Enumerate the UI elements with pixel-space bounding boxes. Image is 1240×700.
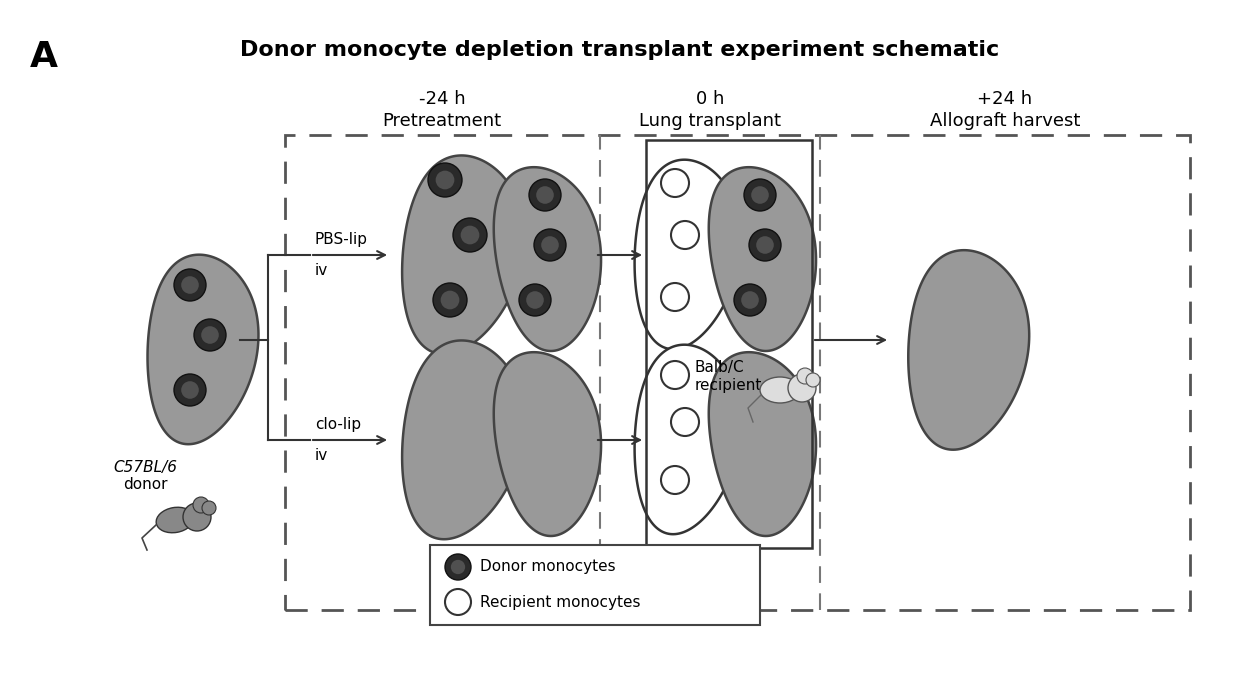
Text: recipient: recipient: [694, 378, 763, 393]
Text: Balb/C: Balb/C: [694, 360, 745, 375]
Circle shape: [661, 466, 689, 494]
Circle shape: [534, 229, 565, 261]
Polygon shape: [402, 340, 525, 539]
Circle shape: [193, 497, 210, 513]
Text: clo-lip: clo-lip: [315, 417, 361, 432]
Circle shape: [435, 171, 454, 190]
Text: A: A: [30, 40, 58, 74]
Bar: [430, 545, 760, 625]
Circle shape: [749, 229, 781, 261]
Text: Donor monocytes: Donor monocytes: [480, 559, 615, 575]
Text: Recipient monocytes: Recipient monocytes: [480, 594, 641, 610]
Circle shape: [787, 374, 816, 402]
Circle shape: [661, 283, 689, 311]
Circle shape: [440, 290, 459, 309]
Text: iv: iv: [315, 263, 329, 278]
Circle shape: [193, 319, 226, 351]
Circle shape: [797, 368, 813, 384]
Bar: [646, 140, 812, 548]
Circle shape: [751, 186, 769, 204]
Circle shape: [202, 501, 216, 515]
Text: Allograft harvest: Allograft harvest: [930, 112, 1080, 130]
Polygon shape: [709, 167, 816, 351]
Circle shape: [806, 373, 820, 387]
Circle shape: [174, 374, 206, 406]
Circle shape: [744, 179, 776, 211]
Circle shape: [661, 169, 689, 197]
Circle shape: [661, 361, 689, 389]
Circle shape: [742, 291, 759, 309]
Polygon shape: [635, 160, 740, 349]
Polygon shape: [908, 250, 1029, 449]
Circle shape: [451, 560, 465, 574]
Circle shape: [734, 284, 766, 316]
Text: iv: iv: [315, 448, 329, 463]
Circle shape: [181, 382, 198, 399]
Circle shape: [671, 408, 699, 436]
Circle shape: [453, 218, 487, 252]
Circle shape: [181, 276, 198, 294]
Circle shape: [433, 283, 467, 317]
Circle shape: [445, 554, 471, 580]
Polygon shape: [148, 255, 258, 444]
Text: Pretreatment: Pretreatment: [382, 112, 501, 130]
Polygon shape: [494, 167, 601, 351]
Text: PBS-lip: PBS-lip: [315, 232, 368, 247]
Text: -24 h: -24 h: [419, 90, 465, 108]
Text: C57BL/6: C57BL/6: [113, 460, 177, 475]
Polygon shape: [494, 352, 601, 536]
Circle shape: [541, 236, 559, 254]
Ellipse shape: [760, 377, 800, 403]
Circle shape: [428, 163, 463, 197]
Circle shape: [460, 225, 480, 244]
Text: 0 h: 0 h: [696, 90, 724, 108]
Circle shape: [201, 326, 218, 344]
Circle shape: [184, 503, 211, 531]
Text: Lung transplant: Lung transplant: [639, 112, 781, 130]
Circle shape: [756, 236, 774, 254]
Text: Donor monocyte depletion transplant experiment schematic: Donor monocyte depletion transplant expe…: [241, 40, 999, 60]
Polygon shape: [635, 344, 740, 534]
Circle shape: [174, 269, 206, 301]
Bar: [285, 135, 1190, 610]
Text: donor: donor: [123, 477, 167, 492]
Circle shape: [671, 221, 699, 249]
Circle shape: [526, 291, 544, 309]
Polygon shape: [402, 155, 525, 354]
Text: +24 h: +24 h: [977, 90, 1033, 108]
Circle shape: [520, 284, 551, 316]
Circle shape: [536, 186, 554, 204]
Circle shape: [529, 179, 560, 211]
Ellipse shape: [156, 508, 193, 533]
Polygon shape: [709, 352, 816, 536]
Circle shape: [445, 589, 471, 615]
